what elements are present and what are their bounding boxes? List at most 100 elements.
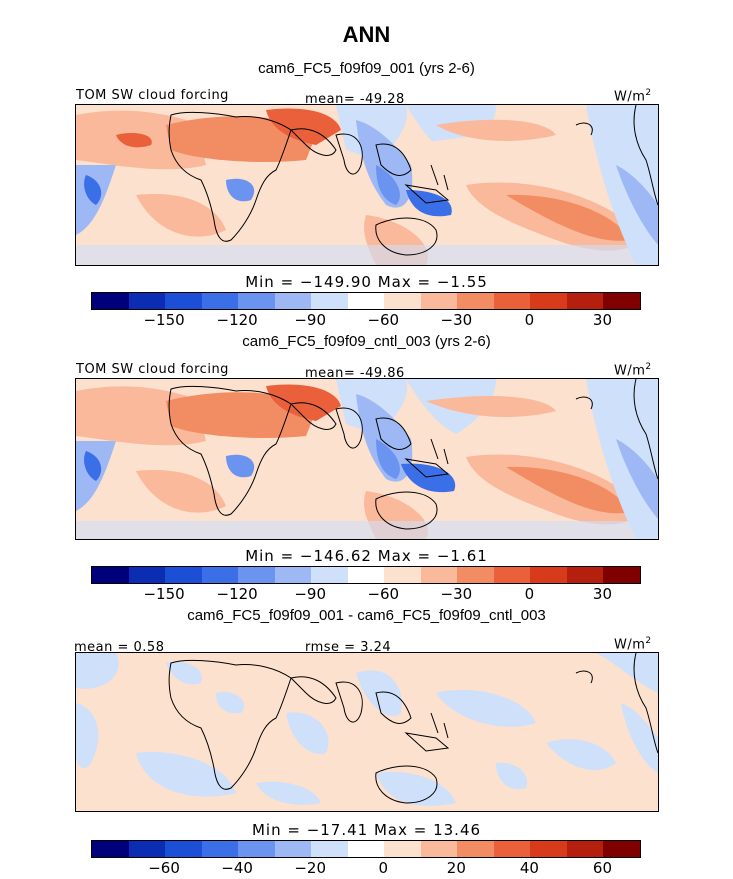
- colorbar-tick-label: 30: [592, 311, 612, 329]
- colorbar-swatch: [201, 567, 239, 583]
- colorbar-swatch: [165, 567, 202, 583]
- panel1-colorbar: [91, 292, 641, 310]
- colorbar-swatch: [420, 567, 458, 583]
- colorbar-swatch: [238, 841, 275, 857]
- panel3-map: [75, 652, 659, 812]
- colorbar-swatch: [92, 567, 129, 583]
- colorbar-swatch: [493, 567, 531, 583]
- colorbar-tick-label: 60: [592, 859, 612, 877]
- colorbar-tick-label: −60: [367, 585, 400, 603]
- panel3-field: [76, 653, 658, 811]
- panel1-map-svg: [76, 105, 658, 265]
- colorbar-tick-label: −30: [440, 585, 473, 603]
- colorbar-swatch: [92, 293, 129, 309]
- colorbar-tick-label: −150: [143, 311, 185, 329]
- colorbar-swatch: [603, 841, 640, 857]
- colorbar-swatch: [457, 293, 494, 309]
- colorbar-tick-label: −60: [367, 311, 400, 329]
- colorbar-tick-label: −120: [216, 311, 258, 329]
- colorbar-swatch: [311, 567, 348, 583]
- panel1-field: [76, 105, 658, 265]
- panel2-mean-label: mean= -49.86: [305, 366, 405, 381]
- colorbar-swatch: [274, 567, 312, 583]
- colorbar-swatch: [566, 293, 604, 309]
- panel3-rmse-label: rmse = 3.24: [305, 640, 392, 655]
- colorbar-swatch: [347, 293, 385, 309]
- colorbar-swatch: [493, 293, 531, 309]
- colorbar-swatch: [274, 841, 312, 857]
- colorbar-tick-label: −30: [440, 311, 473, 329]
- panel1-stats: Min = −149.90 Max = −1.55: [245, 273, 488, 291]
- panel2-colorbar: [91, 566, 641, 584]
- colorbar-swatch: [128, 841, 166, 857]
- colorbar-swatch: [457, 567, 494, 583]
- colorbar-tick-label: 20: [446, 859, 466, 877]
- colorbar-tick-label: −20: [294, 859, 327, 877]
- colorbar-swatch: [420, 293, 458, 309]
- panel1-map: [75, 104, 659, 266]
- colorbar-swatch: [311, 293, 348, 309]
- colorbar-tick-label: −120: [216, 585, 258, 603]
- panel2-colorbar-ticks: −150 −120 −90 −60 −30 0 30: [91, 585, 639, 605]
- colorbar-swatch: [384, 841, 421, 857]
- colorbar-swatch: [347, 841, 385, 857]
- colorbar-swatch: [347, 567, 385, 583]
- panel1-mean-label: mean= -49.28: [305, 92, 405, 107]
- colorbar-tick-label: 0: [524, 311, 535, 329]
- colorbar-tick-label: 40: [519, 859, 539, 877]
- colorbar-swatch: [201, 293, 239, 309]
- colorbar-swatch: [384, 567, 421, 583]
- colorbar-tick-label: 0: [524, 585, 535, 603]
- colorbar-swatch: [165, 841, 202, 857]
- colorbar-tick-label: −40: [221, 859, 253, 877]
- panel2-subtitle: cam6_FC5_f09f09_cntl_003 (yrs 2-6): [242, 333, 491, 350]
- colorbar-swatch: [566, 841, 604, 857]
- colorbar-tick-label: −60: [148, 859, 180, 877]
- panel2-map: [75, 378, 659, 540]
- colorbar-swatch: [603, 567, 640, 583]
- colorbar-swatch: [165, 293, 202, 309]
- panel1-coastlines: [168, 105, 658, 256]
- colorbar-swatch: [238, 293, 275, 309]
- panel3-map-svg: [76, 653, 658, 811]
- colorbar-swatch: [92, 841, 129, 857]
- panel2-variable-label: TOM SW cloud forcing: [76, 362, 229, 377]
- colorbar-swatch: [128, 293, 166, 309]
- colorbar-swatch: [603, 293, 640, 309]
- colorbar-swatch: [420, 841, 458, 857]
- panel3-mean-label: mean = 0.58: [74, 640, 165, 655]
- colorbar-swatch: [201, 841, 239, 857]
- panel1-variable-label: TOM SW cloud forcing: [76, 88, 229, 103]
- panel1-units: W/m2: [614, 88, 652, 105]
- colorbar-tick-label: −150: [143, 585, 185, 603]
- colorbar-swatch: [457, 841, 494, 857]
- colorbar-swatch: [238, 567, 275, 583]
- colorbar-swatch: [530, 293, 567, 309]
- colorbar-swatch: [128, 567, 166, 583]
- colorbar-swatch: [530, 567, 567, 583]
- figure-title: ANN: [342, 22, 391, 47]
- colorbar-tick-label: 0: [378, 859, 389, 877]
- panel2-map-svg: [76, 379, 658, 539]
- panel3-coastlines: [168, 653, 658, 804]
- panel1-colorbar-ticks: −150 −120 −90 −60 −30 0 30: [91, 311, 639, 331]
- panel2-units: W/m2: [614, 362, 652, 379]
- colorbar-swatch: [493, 841, 531, 857]
- panel2-stats: Min = −146.62 Max = −1.61: [245, 547, 488, 565]
- colorbar-swatch: [311, 841, 348, 857]
- panel3-units: W/m2: [614, 636, 652, 653]
- panel3-subtitle: cam6_FC5_f09f09_001 - cam6_FC5_f09f09_cn…: [187, 607, 546, 624]
- colorbar-tick-label: −90: [294, 311, 327, 329]
- colorbar-tick-label: −90: [294, 585, 327, 603]
- colorbar-swatch: [274, 293, 312, 309]
- colorbar-tick-label: 30: [592, 585, 612, 603]
- panel2-coastlines: [168, 379, 658, 530]
- panel3-stats: Min = −17.41 Max = 13.46: [251, 821, 482, 839]
- colorbar-swatch: [384, 293, 421, 309]
- panel3-colorbar-ticks: −60 −40 −20 0 20 40 60: [91, 859, 639, 879]
- panel1-subtitle: cam6_FC5_f09f09_001 (yrs 2-6): [258, 60, 475, 77]
- panel3-colorbar: [91, 840, 641, 858]
- panel2-field: [76, 379, 658, 539]
- colorbar-swatch: [530, 841, 567, 857]
- colorbar-swatch: [566, 567, 604, 583]
